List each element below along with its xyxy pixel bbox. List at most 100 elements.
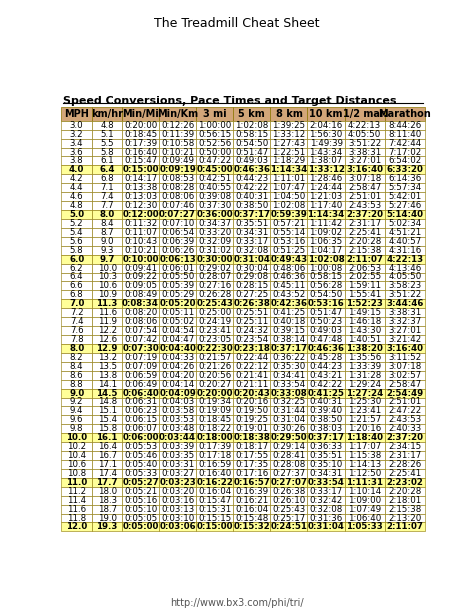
Bar: [345, 362, 385, 371]
Text: 1:02:08: 1:02:08: [308, 254, 345, 264]
Text: 1:21:57: 1:21:57: [348, 416, 381, 424]
Text: 17.1: 17.1: [98, 460, 117, 469]
Bar: [233, 210, 270, 219]
Bar: [122, 522, 159, 531]
Text: 0:31:04: 0:31:04: [233, 254, 270, 264]
Bar: [233, 201, 270, 210]
Bar: [345, 139, 385, 148]
Text: 13.8: 13.8: [98, 371, 117, 379]
Bar: [233, 424, 270, 433]
Bar: [159, 299, 196, 308]
Bar: [122, 156, 159, 166]
Text: 15.1: 15.1: [98, 406, 117, 416]
Bar: [196, 433, 233, 442]
Bar: [233, 442, 270, 451]
Bar: [122, 273, 159, 281]
Text: 2:20:28: 2:20:28: [388, 487, 421, 496]
Bar: [270, 514, 308, 522]
Text: 0:49:43: 0:49:43: [270, 254, 308, 264]
Bar: [92, 139, 122, 148]
Bar: [61, 237, 92, 246]
Text: 0:40:55: 0:40:55: [198, 183, 231, 192]
Text: 12.9: 12.9: [96, 344, 118, 353]
Text: 7.1: 7.1: [100, 183, 114, 192]
Text: 8:44:26: 8:44:26: [388, 121, 421, 130]
Text: 10.9: 10.9: [98, 291, 117, 299]
Bar: [308, 254, 345, 264]
Bar: [345, 451, 385, 460]
Text: Min/Km: Min/Km: [157, 109, 198, 119]
Bar: [233, 460, 270, 469]
Text: 0:19:09: 0:19:09: [198, 406, 231, 416]
Bar: [308, 504, 345, 514]
Text: 1:11:42: 1:11:42: [310, 219, 343, 228]
Bar: [122, 397, 159, 406]
Bar: [159, 174, 196, 183]
Bar: [270, 442, 308, 451]
Text: 15.8: 15.8: [98, 424, 117, 433]
Bar: [122, 174, 159, 183]
Bar: [196, 371, 233, 379]
Bar: [345, 228, 385, 237]
Bar: [122, 192, 159, 201]
Text: 0:34:37: 0:34:37: [198, 219, 231, 228]
Bar: [233, 469, 270, 478]
Bar: [122, 317, 159, 326]
Bar: [196, 416, 233, 424]
Text: 4.8: 4.8: [70, 201, 83, 210]
Text: 0:19:01: 0:19:01: [235, 424, 268, 433]
Bar: [270, 487, 308, 496]
Bar: [61, 139, 92, 148]
Bar: [308, 210, 345, 219]
Text: 1:24:44: 1:24:44: [310, 183, 343, 192]
Bar: [92, 406, 122, 416]
Bar: [270, 397, 308, 406]
Text: 0:15:31: 0:15:31: [198, 504, 231, 514]
Text: 0:24:51: 0:24:51: [271, 522, 307, 531]
Bar: [385, 107, 425, 121]
Text: 11.8: 11.8: [67, 514, 86, 522]
Bar: [233, 166, 270, 174]
Text: 0:36:00: 0:36:00: [196, 210, 233, 219]
Bar: [196, 406, 233, 416]
Text: 0:05:53: 0:05:53: [124, 442, 157, 451]
Text: 11.4: 11.4: [67, 496, 86, 504]
Bar: [122, 166, 159, 174]
Text: 3:11:52: 3:11:52: [388, 353, 421, 362]
Bar: [92, 201, 122, 210]
Bar: [270, 219, 308, 228]
Bar: [122, 433, 159, 442]
Text: 2:20:28: 2:20:28: [348, 237, 381, 246]
Text: 6.2: 6.2: [70, 264, 83, 273]
Text: 0:21:11: 0:21:11: [235, 379, 268, 389]
Bar: [385, 442, 425, 451]
Bar: [270, 504, 308, 514]
Text: 0:34:31: 0:34:31: [235, 228, 268, 237]
Text: 0:24:19: 0:24:19: [198, 317, 231, 326]
Text: 1:14:13: 1:14:13: [348, 460, 381, 469]
Text: 0:34:31: 0:34:31: [310, 469, 343, 478]
Bar: [92, 228, 122, 237]
Text: 1:40:51: 1:40:51: [348, 335, 381, 344]
Text: 0:38:03: 0:38:03: [310, 424, 343, 433]
Text: 0:15:48: 0:15:48: [235, 514, 268, 522]
Text: 1:25:30: 1:25:30: [348, 397, 381, 406]
Text: 0:03:16: 0:03:16: [161, 496, 194, 504]
Text: 0:05:39: 0:05:39: [161, 281, 194, 291]
Text: 0:08:28: 0:08:28: [161, 183, 194, 192]
Bar: [308, 130, 345, 139]
Text: 0:19:50: 0:19:50: [235, 406, 268, 416]
Text: 1:12:50: 1:12:50: [348, 469, 381, 478]
Bar: [92, 291, 122, 299]
Text: 0:07:10: 0:07:10: [161, 219, 194, 228]
Text: 0:35:51: 0:35:51: [235, 219, 268, 228]
Bar: [233, 416, 270, 424]
Text: 3:21:42: 3:21:42: [388, 335, 421, 344]
Text: 0:38:50: 0:38:50: [310, 416, 343, 424]
Bar: [92, 166, 122, 174]
Bar: [385, 433, 425, 442]
Bar: [61, 451, 92, 460]
Bar: [345, 107, 385, 121]
Bar: [270, 273, 308, 281]
Bar: [385, 299, 425, 308]
